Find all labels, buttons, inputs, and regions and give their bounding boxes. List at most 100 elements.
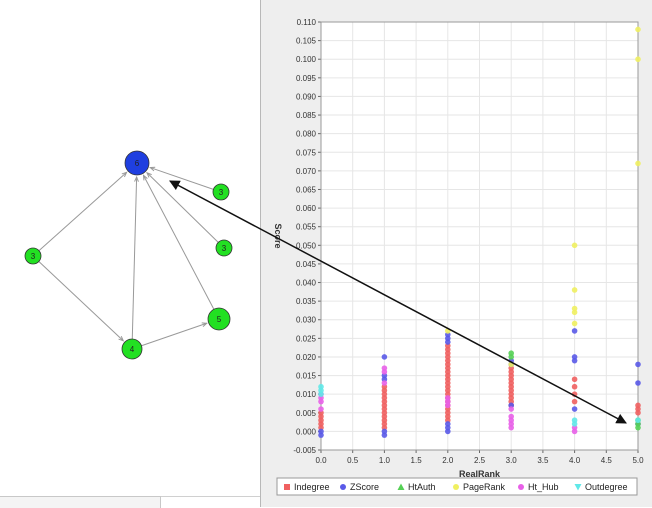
data-point	[635, 402, 641, 409]
data-point	[318, 428, 324, 435]
x-axis-title: RealRank	[459, 469, 501, 479]
y-tick-label: 0.065	[296, 185, 317, 194]
legend-label: ZScore	[350, 482, 379, 492]
legend-swatch	[284, 484, 290, 490]
graph-node-label: 3	[222, 244, 227, 253]
y-tick-label: 0.020	[296, 353, 317, 362]
y-tick-label: 0.090	[296, 92, 317, 101]
y-tick-label: 0.005	[296, 409, 317, 418]
data-point	[508, 361, 514, 368]
data-point	[571, 320, 578, 327]
data-point	[508, 350, 514, 357]
y-tick-label: 0.095	[296, 74, 317, 83]
data-point	[571, 242, 578, 249]
data-point	[508, 406, 514, 412]
data-point	[635, 380, 641, 386]
legend-swatch	[574, 484, 582, 491]
graph-edge	[131, 176, 138, 350]
data-point	[635, 417, 641, 424]
data-point	[445, 421, 451, 427]
graph-edge	[143, 175, 220, 320]
graph-node[interactable]	[121, 338, 143, 360]
y-tick-label: 0.040	[296, 279, 317, 288]
data-point	[635, 361, 641, 368]
x-tick-label: 2.0	[442, 456, 454, 465]
x-tick-label: 4.0	[569, 456, 581, 465]
y-tick-label: 0.085	[296, 111, 317, 120]
graph-edge	[131, 322, 207, 350]
data-point	[318, 383, 324, 390]
graph-node[interactable]	[124, 150, 150, 176]
legend-label: Outdegree	[585, 482, 628, 492]
graph-node-label: 4	[130, 345, 135, 354]
graph-node-label: 3	[31, 252, 36, 261]
graph-node-label: 6	[135, 159, 140, 168]
legend-swatch	[453, 484, 459, 490]
data-point	[571, 305, 578, 312]
graph-edge-arrowhead	[121, 171, 128, 178]
data-point	[381, 428, 388, 435]
scatter-plot-panel: -0.005 0.000 0.005 0.010 0.015 0.020 0.025 0.03…	[260, 0, 652, 507]
y-tick-label: 0.050	[296, 241, 317, 250]
x-tick-label: 3.5	[537, 456, 549, 465]
graph-edge-arrowhead	[146, 171, 152, 178]
graph-edge-arrowhead	[118, 336, 125, 342]
data-point	[445, 328, 451, 334]
graph-edge	[32, 171, 127, 257]
y-tick-label: 0.080	[296, 130, 317, 139]
bottom-tab[interactable]	[0, 496, 161, 508]
y-tick-label: 0.055	[296, 223, 317, 232]
data-point	[571, 406, 578, 412]
y-tick-label: 0.105	[296, 37, 317, 46]
data-point	[571, 417, 578, 424]
graph-edge	[150, 167, 222, 193]
x-tick-label: 2.5	[474, 456, 486, 465]
y-tick-label: 0.035	[296, 297, 317, 306]
graph-edge-arrowhead	[149, 166, 156, 172]
data-point	[571, 391, 578, 397]
graph-node[interactable]	[24, 247, 42, 265]
data-point	[381, 354, 388, 360]
x-tick-label: 0.0	[315, 456, 327, 465]
data-point	[635, 26, 641, 33]
graph-node-label: 5	[217, 315, 222, 324]
data-point	[635, 160, 641, 167]
y-tick-label: 0.100	[296, 55, 317, 64]
data-point	[508, 413, 514, 420]
x-tick-label: 0.5	[347, 456, 359, 465]
y-axis-title: Score	[273, 223, 283, 248]
y-tick-label: 0.025	[296, 334, 317, 343]
data-point	[381, 365, 388, 371]
graph-edge-arrowhead	[134, 175, 139, 182]
y-tick-label: -0.005	[293, 446, 316, 455]
legend-label: PageRank	[463, 482, 506, 492]
data-point	[318, 406, 324, 412]
data-point	[571, 328, 578, 334]
graph-edge-arrowhead	[142, 174, 148, 181]
graph-edge	[146, 172, 225, 249]
data-point	[571, 354, 578, 360]
legend-label: Ht_Hub	[528, 482, 559, 492]
y-tick-label: 0.015	[296, 372, 317, 381]
y-tick-label: 0.045	[296, 260, 317, 269]
graph-node-label: 3	[219, 188, 224, 197]
x-tick-label: 5.0	[632, 456, 644, 465]
data-point	[635, 56, 641, 63]
data-point	[571, 398, 578, 405]
y-tick-label: 0.010	[296, 390, 317, 399]
data-point	[445, 395, 451, 401]
data-point	[571, 376, 578, 383]
legend-swatch	[518, 484, 524, 490]
x-tick-label: 3.0	[506, 456, 518, 465]
y-tick-label: 0.000	[296, 427, 317, 436]
x-tick-label: 4.5	[601, 456, 613, 465]
graph-edge	[32, 255, 124, 342]
y-tick-label: 0.060	[296, 204, 317, 213]
y-tick-label: 0.110	[297, 18, 317, 27]
y-tick-label: 0.070	[296, 167, 317, 176]
y-tick-label: 0.030	[296, 316, 317, 325]
legend-swatch	[340, 484, 346, 490]
x-tick-label: 1.0	[379, 456, 391, 465]
legend-label: Indegree	[294, 482, 330, 492]
network-graph: 6 3 3 3 4 5	[24, 150, 233, 360]
